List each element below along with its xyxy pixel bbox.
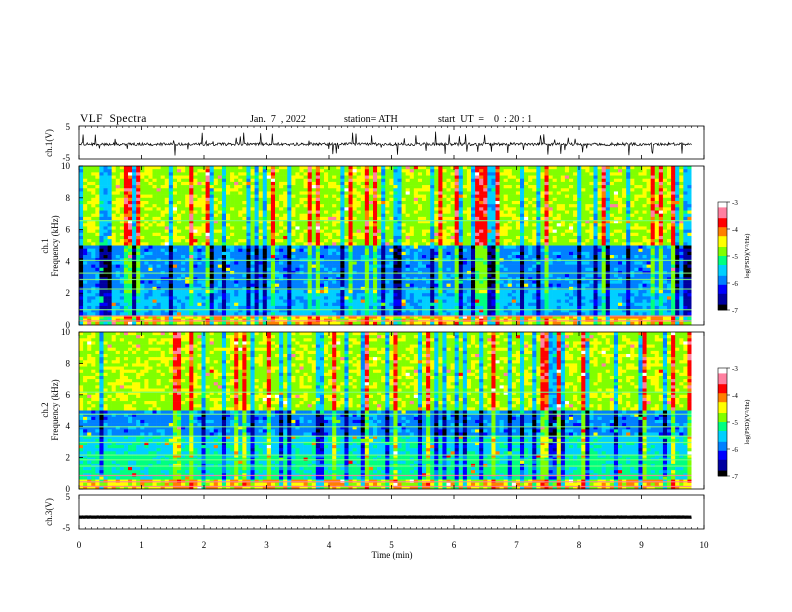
xtick-label: 1 bbox=[139, 540, 144, 550]
ytick-label: 8 bbox=[66, 358, 71, 368]
colorbar-tick-label: -4 bbox=[732, 392, 738, 400]
ch1-spectrogram-ylabel-line1: ch.1 bbox=[40, 238, 50, 253]
ch3-waveform-panel: 5 -5 ch.3(V) bbox=[44, 492, 705, 533]
ch1-waveform-ylabel: ch.1(V) bbox=[44, 129, 54, 157]
ytick-label: 6 bbox=[66, 225, 71, 235]
xtick-label: 4 bbox=[327, 540, 332, 550]
chart-title: VLF Spectra bbox=[80, 113, 147, 125]
ytick-label: 0 bbox=[66, 320, 71, 330]
ch1-spectrogram-ylabel-line2: Frequency (kHz) bbox=[50, 215, 60, 276]
colorbar-label: log(PSD)(V²/Hz) bbox=[744, 400, 751, 445]
ytick-label: 4 bbox=[66, 256, 71, 266]
ch1-spectrogram-panel: 0 2 4 6 8 10 ch.1 Frequency (kHz) bbox=[40, 161, 705, 330]
ch2-spectrogram-ylabel-line1: ch.2 bbox=[40, 402, 50, 417]
xtick-label: 0 bbox=[77, 540, 82, 550]
ch1-waveform-frame bbox=[78, 125, 705, 160]
ch2-colorbar: -3 -4 -5 -6 -7 log(PSD)(V²/Hz) bbox=[717, 365, 751, 481]
ytick-label: 10 bbox=[61, 161, 71, 171]
colorbar-tick-label: -7 bbox=[732, 473, 738, 481]
ch1-spectrogram-heatmap bbox=[79, 166, 704, 326]
ch3-waveform-frame bbox=[78, 494, 705, 530]
colorbar-tick-label: -7 bbox=[732, 307, 738, 315]
ytick-label: 0 bbox=[66, 484, 71, 494]
colorbar-tick-label: -6 bbox=[732, 280, 738, 288]
ytick-label: 2 bbox=[66, 453, 71, 463]
station-label: station= ATH bbox=[344, 114, 398, 125]
ch1-colorbar: -3 -4 -5 -6 -7 log(PSD)(V²/Hz) bbox=[717, 199, 751, 315]
time-axis-label: Time (min) bbox=[372, 550, 413, 560]
colorbar-tick-label: -5 bbox=[732, 419, 738, 427]
ytick-label: 6 bbox=[66, 390, 71, 400]
ch1-ytick-bottom: -5 bbox=[63, 153, 71, 163]
ch1-waveform-line bbox=[78, 131, 692, 156]
xtick-label: 10 bbox=[700, 540, 710, 550]
colorbar-label: log(PSD)(V²/Hz) bbox=[744, 234, 751, 279]
xtick-label: 9 bbox=[639, 540, 644, 550]
colorbar-tick-label: -5 bbox=[732, 253, 738, 261]
xtick-label: 8 bbox=[577, 540, 582, 550]
colorbar-tick-label: -6 bbox=[732, 446, 738, 454]
ytick-label: 8 bbox=[66, 193, 71, 203]
colorbar-tick-label: -4 bbox=[732, 226, 738, 234]
ytick-label: 10 bbox=[61, 327, 71, 337]
date-label: Jan. 7 , 2022 bbox=[250, 114, 306, 125]
ytick-label: 4 bbox=[66, 421, 71, 431]
ch1-ytick-top: 5 bbox=[66, 122, 71, 132]
ch2-spectrogram-panel: 0 2 4 6 8 10 ch.2 Frequency (kHz) bbox=[40, 327, 705, 494]
time-axis: 0 1 2 3 4 5 6 7 8 9 10 bbox=[77, 126, 709, 550]
xtick-label: 6 bbox=[452, 540, 457, 550]
ch2-spectrogram-ylabel-line2: Frequency (kHz) bbox=[50, 379, 60, 440]
start-time-label: start UT = 0 : 20 : 1 bbox=[438, 114, 533, 125]
ch3-waveform-ylabel: ch.3(V) bbox=[44, 498, 54, 526]
ch3-ytick-bottom: -5 bbox=[63, 523, 71, 533]
ytick-label: 2 bbox=[66, 288, 71, 298]
xtick-label: 3 bbox=[264, 540, 269, 550]
colorbar-tick-label: -3 bbox=[732, 199, 738, 207]
ch3-ytick-top: 5 bbox=[66, 492, 71, 502]
ch1-waveform-panel: 5 -5 ch.1(V) bbox=[44, 122, 705, 163]
xtick-label: 5 bbox=[389, 540, 394, 550]
xtick-label: 2 bbox=[202, 540, 207, 550]
xtick-label: 7 bbox=[514, 540, 519, 550]
colorbar-tick-label: -3 bbox=[732, 365, 738, 373]
ch2-spectrogram-heatmap bbox=[79, 332, 704, 490]
